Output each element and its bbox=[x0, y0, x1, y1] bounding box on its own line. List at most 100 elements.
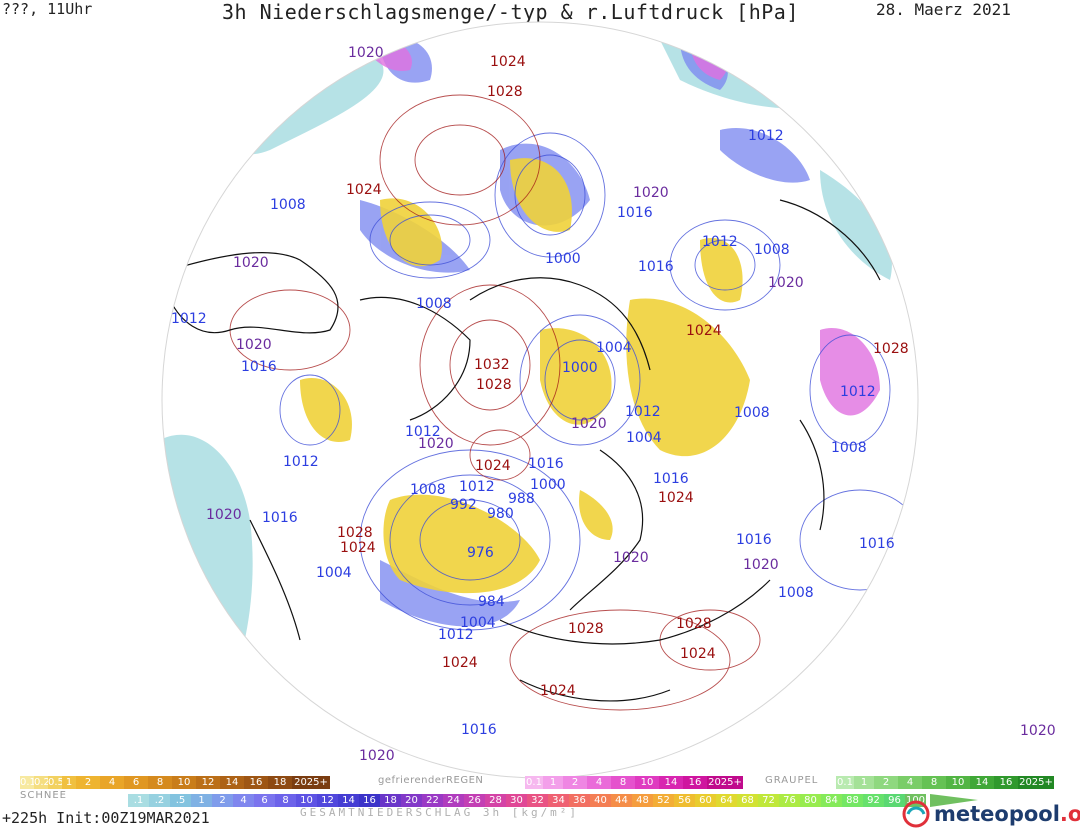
legend-cell: 48 bbox=[632, 794, 653, 807]
legend-cell: 10 bbox=[635, 776, 659, 789]
pressure-label: 1024 bbox=[658, 490, 694, 506]
legend-cell: 72 bbox=[758, 794, 779, 807]
pressure-label: 1004 bbox=[626, 430, 662, 446]
pressure-label: 1016 bbox=[859, 536, 895, 552]
pressure-label: 1028 bbox=[568, 621, 604, 637]
pressure-label: 1016 bbox=[262, 510, 298, 526]
pressure-label: 1012 bbox=[748, 128, 784, 144]
legend-cell: 16 bbox=[244, 776, 268, 789]
legend-cell: 88 bbox=[842, 794, 863, 807]
legend-cell: 2 bbox=[563, 776, 587, 789]
legend-cell: 96 bbox=[884, 794, 905, 807]
legend-cell: 60 bbox=[695, 794, 716, 807]
legend-cell: 16 bbox=[359, 794, 380, 807]
legend-cell: 40 bbox=[590, 794, 611, 807]
pressure-label: 1008 bbox=[831, 440, 867, 456]
header-left: ???, 11Uhr bbox=[2, 0, 93, 18]
legend-cell: 16 bbox=[683, 776, 707, 789]
legend-cell: 44 bbox=[611, 794, 632, 807]
pressure-label: 1024 bbox=[686, 323, 722, 339]
legend-cell: 26 bbox=[464, 794, 485, 807]
isobars-blue bbox=[279, 132, 918, 631]
legend-cell: 36 bbox=[569, 794, 590, 807]
pressure-label: 1012 bbox=[702, 234, 738, 250]
logo-text: meteopool.org bbox=[934, 802, 1080, 826]
legend-cell: 68 bbox=[737, 794, 758, 807]
pressure-label: 1004 bbox=[316, 565, 352, 581]
legend-cell: 1 bbox=[191, 794, 212, 807]
legend-cell: 14 bbox=[220, 776, 244, 789]
pressure-label: 1024 bbox=[442, 655, 478, 671]
pressure-label: 1016 bbox=[528, 456, 564, 472]
legend-cell: 20 bbox=[401, 794, 422, 807]
legend-cell: 0.1 bbox=[525, 776, 543, 789]
frz-legend: 0.1 1 2 4 8 10 14 16 2025+ bbox=[525, 776, 743, 789]
total-legend-arrow bbox=[930, 794, 978, 807]
legend-cell: 0.1 bbox=[20, 776, 34, 789]
legend-cell: 10 bbox=[172, 776, 196, 789]
pressure-label: 988 bbox=[508, 491, 535, 507]
pressure-label: 1020 bbox=[348, 45, 384, 61]
legend-cell: .2 bbox=[149, 794, 170, 807]
legend-cell: 1 bbox=[854, 776, 874, 789]
legend-cell: 84 bbox=[821, 794, 842, 807]
pressure-label: 1004 bbox=[460, 615, 496, 631]
legend-cell: 6 bbox=[124, 776, 148, 789]
legend-cell: 2 bbox=[76, 776, 100, 789]
pressure-label: 1008 bbox=[778, 585, 814, 601]
legend-cell: 8 bbox=[148, 776, 172, 789]
legend-cell: 1 bbox=[543, 776, 563, 789]
pressure-label: 1012 bbox=[840, 384, 876, 400]
legend-cell: 14 bbox=[659, 776, 683, 789]
legend-cell: 2 bbox=[212, 794, 233, 807]
legend-cell: 80 bbox=[800, 794, 821, 807]
pressure-label: 1016 bbox=[653, 471, 689, 487]
pressure-label: 1028 bbox=[476, 377, 512, 393]
legend-cell: 2 bbox=[874, 776, 898, 789]
pressure-label: 1024 bbox=[340, 540, 376, 556]
pressure-label: 1016 bbox=[638, 259, 674, 275]
pressure-label: 1020 bbox=[418, 436, 454, 452]
pressure-label: 1020 bbox=[233, 255, 269, 271]
legend-cell: 92 bbox=[863, 794, 884, 807]
pressure-label: 1012 bbox=[459, 479, 495, 495]
legend-cell: 32 bbox=[527, 794, 548, 807]
legend-cell: 4 bbox=[100, 776, 124, 789]
pressure-label: 1020 bbox=[236, 337, 272, 353]
pressure-label: 1028 bbox=[676, 616, 712, 632]
pressure-label: 1024 bbox=[680, 646, 716, 662]
init-time: +225h Init:00Z19MAR2021 bbox=[2, 809, 210, 827]
pressure-label: 1024 bbox=[346, 182, 382, 198]
pressure-label: 1024 bbox=[490, 54, 526, 70]
map-title: 3h Niederschlagsmenge/-typ & r.Luftdruck… bbox=[222, 0, 799, 24]
pressure-label: 1012 bbox=[438, 627, 474, 643]
snow-legend: 0.1 0.2 0.5 1 2 4 6 8 10 12 14 16 18 2025+ bbox=[20, 776, 330, 789]
legend-cell: 2025+ bbox=[1018, 776, 1054, 789]
legend-cell: 34 bbox=[548, 794, 569, 807]
pressure-label: 984 bbox=[478, 594, 505, 610]
legend-cell: 8 bbox=[611, 776, 635, 789]
legend-cell: 12 bbox=[196, 776, 220, 789]
pressure-label: 1004 bbox=[596, 340, 632, 356]
pressure-label: 1016 bbox=[617, 205, 653, 221]
pressure-label: 1016 bbox=[241, 359, 277, 375]
graupel-legend: 0.1 1 2 4 8 10 14 16 2025+ bbox=[836, 776, 1054, 789]
legend-cell: 14 bbox=[970, 776, 994, 789]
pressure-label: 1024 bbox=[540, 683, 576, 699]
legend-cell: 12 bbox=[317, 794, 338, 807]
pressure-label: 992 bbox=[450, 497, 477, 513]
pressure-label: 1032 bbox=[474, 357, 510, 373]
legend-cell: 2025+ bbox=[292, 776, 330, 789]
meteopool-logo[interactable]: meteopool.org bbox=[902, 800, 1080, 828]
graupel-legend-title: GRAUPEL bbox=[765, 775, 819, 786]
logo-icon bbox=[902, 800, 930, 828]
legend-cell: 16 bbox=[994, 776, 1018, 789]
pressure-label: 1008 bbox=[754, 242, 790, 258]
pressure-label: 1012 bbox=[283, 454, 319, 470]
pressure-label: 1008 bbox=[270, 197, 306, 213]
pressure-label: 1020 bbox=[571, 416, 607, 432]
pressure-label: 1008 bbox=[410, 482, 446, 498]
pressure-label: 1020 bbox=[1020, 723, 1056, 739]
pressure-label: 1016 bbox=[736, 532, 772, 548]
